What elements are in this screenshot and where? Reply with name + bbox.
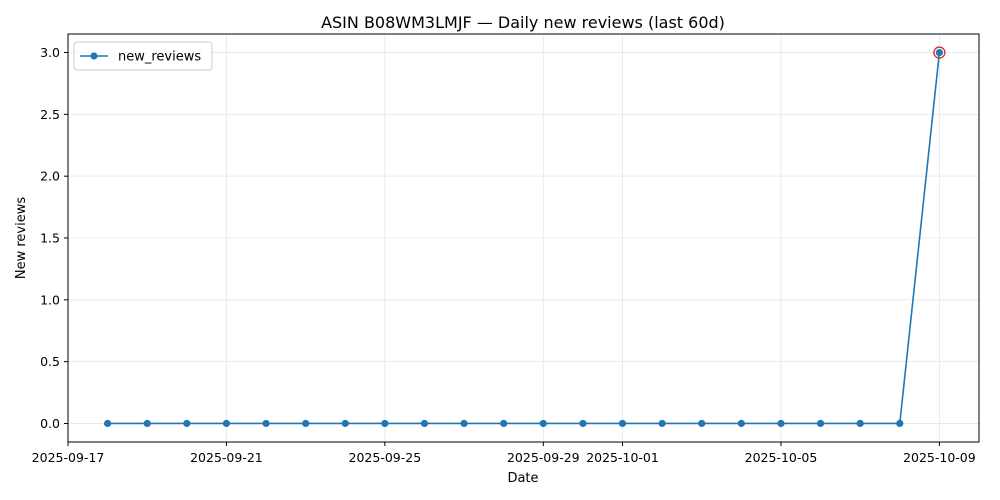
- data-point: [816, 419, 825, 428]
- data-point: [381, 419, 389, 428]
- legend: new_reviews: [73, 41, 213, 71]
- data-point: [658, 419, 666, 428]
- x-tick-label: 2025-09-25: [349, 450, 422, 465]
- data-point: [222, 419, 231, 428]
- data-point: [500, 419, 508, 428]
- y-tick-label: 2.0: [40, 169, 60, 184]
- series: [104, 46, 946, 428]
- x-tick-label: 2025-10-09: [903, 450, 976, 465]
- data-point: [143, 419, 151, 428]
- y-axis-ticks: 0.0 0.5 1.0 1.5 2.0 2.5 3.0: [40, 45, 68, 431]
- x-axis-ticks: 2025-09-17 2025-09-21 2025-09-25 2025-09-29…: [32, 442, 976, 465]
- data-point: [420, 419, 429, 428]
- x-tick-label: 2025-10-01: [586, 450, 659, 465]
- data-point: [104, 419, 112, 428]
- data-point: [341, 419, 349, 428]
- data-point: [935, 48, 943, 57]
- y-tick-label: 1.5: [40, 231, 60, 246]
- legend-box: [73, 41, 213, 71]
- y-tick-label: 0.5: [40, 354, 60, 369]
- data-point: [737, 419, 745, 428]
- x-tick-label: 2025-09-17: [32, 450, 105, 465]
- x-tick-label: 2025-10-05: [745, 450, 818, 465]
- legend-marker-swatch: [90, 52, 98, 60]
- legend-label: new_reviews: [118, 50, 201, 65]
- x-axis-label: Date: [507, 471, 538, 486]
- data-point: [539, 419, 547, 428]
- y-axis-label: New reviews: [14, 197, 29, 279]
- data-point: [302, 419, 310, 428]
- data-point: [698, 419, 706, 428]
- y-tick-label: 1.0: [40, 292, 60, 307]
- highlight-ring: [933, 46, 946, 59]
- data-point: [777, 419, 785, 428]
- x-tick-label: 2025-09-29: [507, 450, 580, 465]
- grid: [67, 34, 979, 442]
- data-point: [856, 419, 864, 428]
- data-point: [618, 419, 627, 428]
- data-point: [896, 419, 904, 428]
- y-tick-label: 0.0: [40, 416, 60, 431]
- y-tick-label: 3.0: [40, 45, 60, 60]
- chart-title: ASIN B08WM3LMJF — Daily new reviews (las…: [321, 13, 725, 32]
- x-tick-label: 2025-09-21: [190, 450, 263, 465]
- data-point: [183, 419, 191, 428]
- series-line: [107, 52, 941, 425]
- data-point: [460, 419, 468, 428]
- data-point: [262, 419, 270, 428]
- data-point: [579, 419, 587, 428]
- y-tick-label: 2.5: [40, 107, 60, 122]
